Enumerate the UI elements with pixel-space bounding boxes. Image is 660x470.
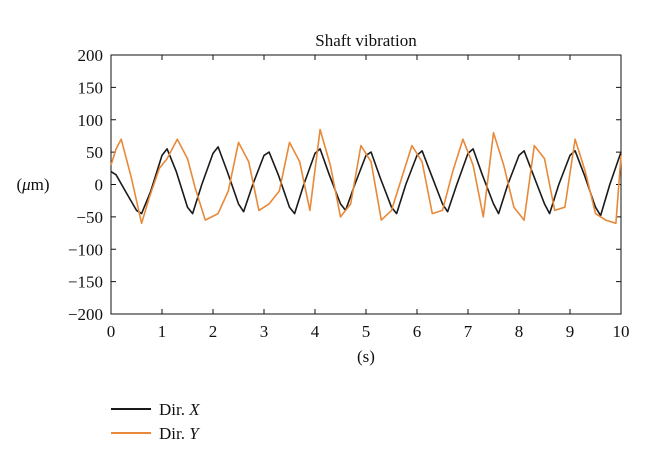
y-tick-label: 0 <box>95 176 104 195</box>
y-axis-label-symbol: μ <box>21 175 31 194</box>
y-tick-label: 200 <box>78 46 104 65</box>
plot-frame <box>110 54 622 315</box>
x-tick-label: 3 <box>260 322 269 341</box>
y-axis-label-suffix: m) <box>31 175 50 194</box>
series-line-y <box>110 128 622 225</box>
y-tick-label: −100 <box>68 240 103 259</box>
y-tick-label: −200 <box>68 305 103 324</box>
x-tick-label: 0 <box>107 322 116 341</box>
legend-label-dir-y: Dir. Y <box>159 424 200 443</box>
x-tick-label: 7 <box>464 322 473 341</box>
y-axis-label: (μm) <box>16 175 49 194</box>
x-tick-label: 4 <box>311 322 320 341</box>
x-tick-label: 10 <box>613 322 630 341</box>
y-axis-label-prefix: ( <box>16 175 22 194</box>
x-tick-label: 2 <box>209 322 218 341</box>
y-tick-label: −50 <box>76 208 103 227</box>
x-tick-label: 9 <box>566 322 575 341</box>
x-tick-label: 5 <box>362 322 371 341</box>
y-tick-label: −150 <box>68 273 103 292</box>
chart-title: Shaft vibration <box>315 31 417 50</box>
legend-label-dir-x-var: X <box>188 400 200 419</box>
legend: Dir. X Dir. Y <box>111 400 200 443</box>
legend-label-dir-y-var: Y <box>189 424 200 443</box>
x-tick-label: 1 <box>158 322 167 341</box>
y-tick-label: 150 <box>78 78 104 97</box>
ticks-layer: 0 1 2 3 4 5 6 7 8 9 10 200 150 100 50 0 −50 −100 −150 −200 <box>68 46 630 341</box>
x-axis-label: (s) <box>357 347 375 366</box>
y-tick-label: 50 <box>86 143 103 162</box>
x-tick-label: 8 <box>515 322 524 341</box>
x-tick-label: 6 <box>413 322 422 341</box>
y-tick-label: 100 <box>78 111 104 130</box>
series-layer <box>110 128 622 225</box>
series-line-x <box>110 146 622 217</box>
legend-label-dir-x: Dir. X <box>159 400 200 419</box>
legend-label-dir-y-prefix: Dir. <box>159 424 189 443</box>
legend-label-dir-x-prefix: Dir. <box>159 400 189 419</box>
